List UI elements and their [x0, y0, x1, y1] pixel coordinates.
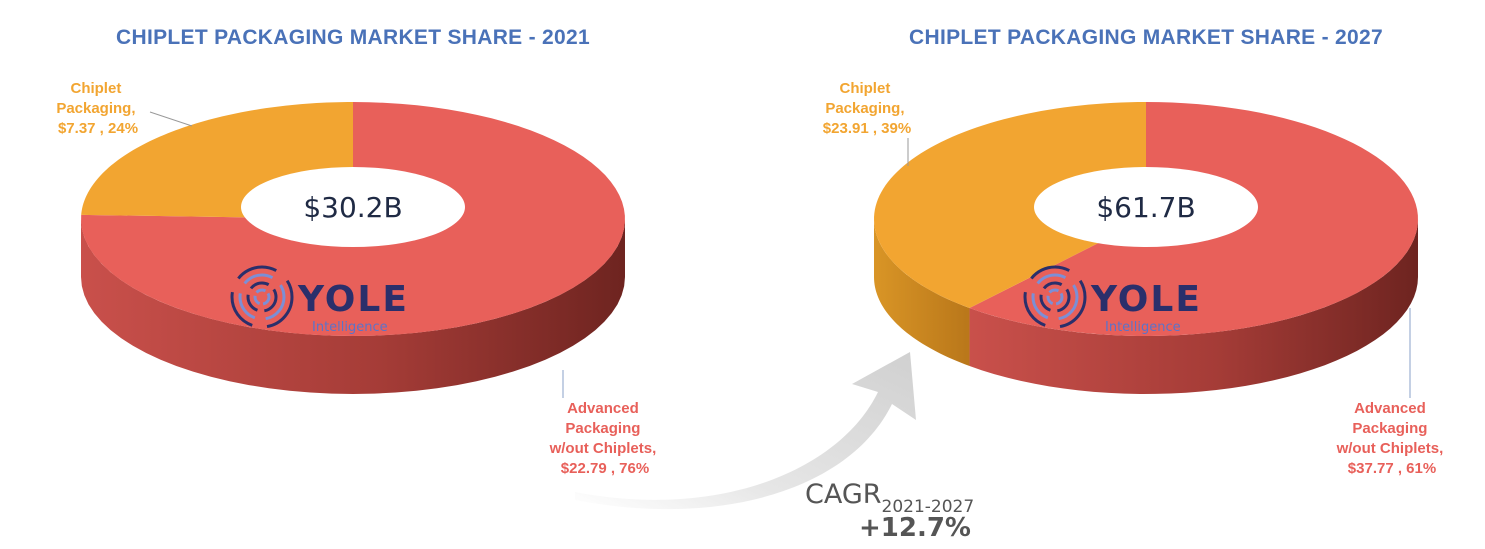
leader-line-chiplet-2021	[149, 111, 193, 127]
chart-title-2027: CHIPLET PACKAGING MARKET SHARE - 2027	[909, 26, 1383, 49]
center-total-label: $61.7B	[1096, 191, 1195, 224]
side-wall-chiplet	[874, 219, 970, 367]
cagr-arrow	[575, 352, 916, 510]
label-advanced-2021: Advanced Packaging w/out Chiplets, $22.7…	[549, 400, 661, 477]
cagr-value: +12.7%	[859, 513, 971, 543]
slice-chiplet	[874, 102, 1146, 309]
label-chiplet-2027: Chiplet Packaging, $23.91 , 39%	[823, 80, 911, 137]
label-advanced-2027: Advanced Packaging w/out Chiplets, $37.7…	[1336, 400, 1448, 477]
logo-ring-icon	[230, 265, 294, 329]
slice-advanced	[81, 102, 625, 336]
logo-ring-icon	[246, 281, 278, 313]
donut-hole	[1034, 167, 1258, 247]
label-chiplet-2021: Chiplet Packaging, $7.37 , 24%	[56, 80, 139, 137]
logo-ring-icon	[1039, 281, 1071, 313]
center-total-label: $30.2B	[303, 191, 402, 224]
cagr-label: CAGR2021-2027	[805, 479, 974, 517]
logo-ring-icon	[1031, 273, 1079, 321]
logo-ring-icon	[1046, 288, 1064, 306]
chart-title-2021: CHIPLET PACKAGING MARKET SHARE - 2021	[116, 26, 590, 49]
logo-subtitle: Intelligence	[1105, 320, 1181, 335]
logo-ring-icon	[238, 273, 286, 321]
side-wall-advanced	[81, 219, 625, 394]
logo-subtitle: Intelligence	[312, 320, 388, 335]
logo-wordmark: YOLE	[297, 279, 409, 320]
logo-wordmark: YOLE	[1090, 279, 1202, 320]
donut-hole	[241, 167, 465, 247]
logo-ring-icon	[1023, 265, 1087, 329]
logo-ring-icon	[253, 288, 271, 306]
side-wall-advanced	[969, 219, 1418, 394]
